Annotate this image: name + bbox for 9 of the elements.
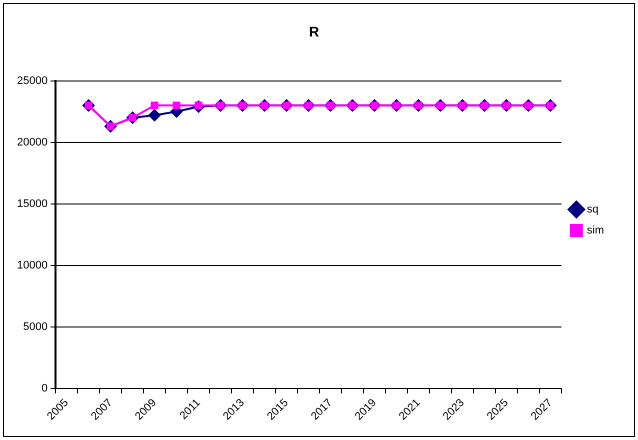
- y-tick-label: 5000: [23, 320, 48, 333]
- y-tick-label: 20000: [16, 136, 48, 148]
- legend-label: sim: [586, 224, 604, 237]
- y-tick-label: 0: [41, 382, 48, 394]
- chart-title: R: [308, 23, 320, 40]
- y-tick-label: 25000: [16, 74, 48, 87]
- y-tick-label: 15000: [16, 198, 48, 210]
- y-tick-label: 10000: [16, 259, 48, 272]
- legend-label: sq: [586, 204, 599, 216]
